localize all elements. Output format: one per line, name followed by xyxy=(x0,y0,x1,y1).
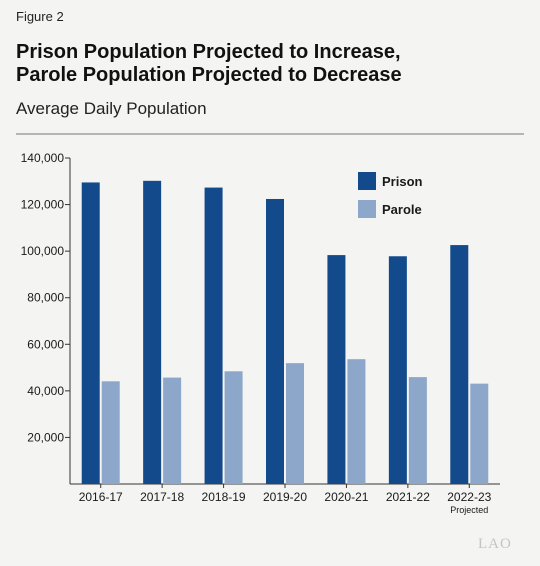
bar-prison xyxy=(204,187,223,484)
x-tick-label: 2017-18 xyxy=(140,490,184,504)
figure-label: Figure 2 xyxy=(16,9,64,24)
y-tick-label: 40,000 xyxy=(27,384,64,398)
bar-prison xyxy=(143,180,162,484)
y-tick-label: 60,000 xyxy=(27,337,64,351)
legend-label-parole: Parole xyxy=(382,202,422,217)
chart-title: Prison Population Projected to Increase,… xyxy=(16,41,526,87)
legend-swatch-prison xyxy=(358,172,376,190)
bar-prison xyxy=(327,255,346,484)
x-tick-label: 2022-23 xyxy=(447,490,491,504)
bar-prison xyxy=(388,256,407,484)
bar-parole xyxy=(347,359,366,484)
bar-parole xyxy=(163,377,182,484)
bar-parole xyxy=(101,381,120,484)
lao-logo: LAO xyxy=(478,536,512,552)
y-tick-label: 120,000 xyxy=(21,198,65,212)
bar-parole xyxy=(408,377,427,484)
legend-swatch-parole xyxy=(358,200,376,218)
title-divider xyxy=(16,133,524,135)
bar-parole xyxy=(286,363,304,484)
x-tick-label: 2021-22 xyxy=(386,490,430,504)
y-tick-label: 100,000 xyxy=(21,244,65,258)
y-tick-label: 20,000 xyxy=(27,430,64,444)
chart-title-line-1: Prison Population Projected to Increase, xyxy=(16,41,401,63)
x-tick-label: 2016-17 xyxy=(79,490,123,504)
legend-label-prison: Prison xyxy=(382,174,423,189)
x-tick-sublabel: Projected xyxy=(450,505,488,515)
x-tick-label: 2019-20 xyxy=(263,490,307,504)
bar-prison xyxy=(266,198,284,485)
x-tick-label: 2020-21 xyxy=(324,490,368,504)
bar-parole xyxy=(470,383,489,484)
y-tick-label: 80,000 xyxy=(27,291,64,305)
chart-title-line-2: Parole Population Projected to Decrease xyxy=(16,64,402,86)
bar-prison xyxy=(450,245,469,484)
x-tick-label: 2018-19 xyxy=(202,490,246,504)
y-tick-label: 140,000 xyxy=(21,151,65,165)
bar-parole xyxy=(224,371,243,484)
chart-subtitle: Average Daily Population xyxy=(16,99,207,118)
bar-prison xyxy=(81,182,100,484)
